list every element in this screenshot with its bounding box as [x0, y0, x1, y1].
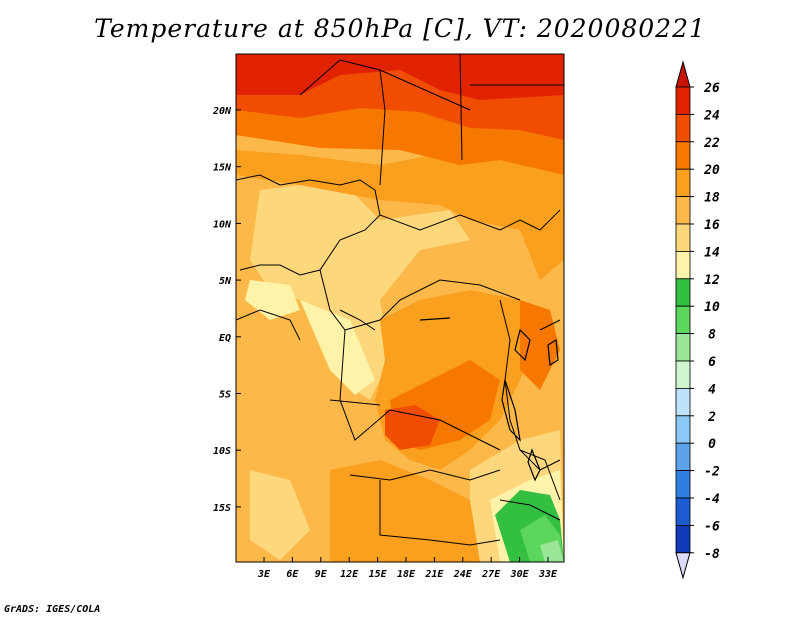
colorbar-segment: [675, 114, 691, 143]
colorbar-label: -4: [704, 492, 720, 507]
lat-label: 5S: [219, 390, 231, 401]
colorbar-segment: [675, 196, 691, 225]
map-title: Temperature at 850hPa [C], VT: 202008022…: [94, 14, 706, 43]
map-figure: 20N 15N 10N 5N EQ 5S 10S 15S 3E 6E 9E 12E 15E 18E 21E…: [212, 53, 720, 580]
lat-label: 20N: [212, 106, 232, 117]
colorbar-segment: [675, 333, 691, 362]
country-boundaries: [236, 54, 564, 546]
colorbar-top-triangle: [675, 60, 691, 88]
lon-label: 15E: [369, 569, 388, 580]
longitude-axis: 3E 6E 9E 12E 15E 18E 21E 24E 27E 30E 33E: [257, 557, 558, 580]
lat-label: EQ: [219, 333, 231, 344]
lon-label: 3E: [257, 569, 271, 580]
colorbar-segment: [675, 497, 691, 526]
colorbar-segment: [675, 305, 691, 335]
colorbar-segment: [675, 470, 691, 499]
latitude-axis: 20N 15N 10N 5N EQ 5S 10S 15S: [212, 106, 241, 514]
colorbar-label: 18: [704, 191, 720, 206]
colorbar-label: 8: [708, 328, 716, 343]
colorbar-label: -8: [704, 547, 720, 562]
lon-label: 18E: [397, 569, 416, 580]
colorbar-label: -6: [704, 519, 720, 534]
lon-label: 21E: [424, 569, 444, 580]
lat-label: 15N: [213, 163, 232, 174]
lon-label: 6E: [286, 569, 299, 580]
colorbar-segment: [675, 387, 691, 417]
lon-label: 12E: [340, 569, 359, 580]
colorbar-label: 4: [708, 382, 716, 397]
lat-label: 15S: [213, 503, 231, 514]
colorbar-segment: [675, 250, 691, 280]
colorbar-label: 12: [704, 273, 720, 288]
colorbar-segment: [675, 278, 691, 307]
temperature-field: [236, 54, 564, 562]
lon-label: 27E: [481, 569, 501, 580]
colorbar-segment: [675, 442, 691, 472]
colorbar-label: 2: [707, 410, 716, 425]
colorbar-label: 0: [708, 437, 716, 452]
lat-label: 10S: [213, 446, 231, 457]
lat-label: 5N: [219, 276, 232, 287]
map-frame: [235, 53, 565, 563]
colorbar-segment: [675, 415, 691, 444]
colorbar-segment: [675, 86, 691, 115]
colorbar-label: 26: [703, 81, 720, 96]
colorbar-segment: [675, 141, 691, 170]
colorbar-bottom-triangle: [675, 552, 691, 580]
lon-label: 33E: [538, 569, 558, 580]
colorbar-label: 24: [703, 108, 720, 123]
colorbar-label: 20: [703, 163, 720, 178]
lat-label: 10N: [213, 219, 232, 230]
colorbar-label: 14: [704, 245, 720, 260]
lon-label: 9E: [315, 569, 328, 580]
colorbar-segment: [675, 223, 691, 252]
footer-credit: GrADS: IGES/COLA: [4, 604, 101, 615]
colorbar-segment: [675, 525, 691, 554]
lon-label: 24E: [453, 569, 473, 580]
colorbar-segment: [675, 360, 691, 389]
colorbar-label: 16: [704, 218, 720, 233]
lon-label: 30E: [510, 569, 530, 580]
colorbar-label: 10: [704, 300, 720, 315]
colorbar-label: -2: [704, 465, 720, 480]
colorbar-label: 22: [703, 136, 720, 151]
colorbar-segment: [675, 168, 691, 197]
lakes: [419, 317, 559, 482]
colorbar-label: 6: [708, 355, 716, 370]
